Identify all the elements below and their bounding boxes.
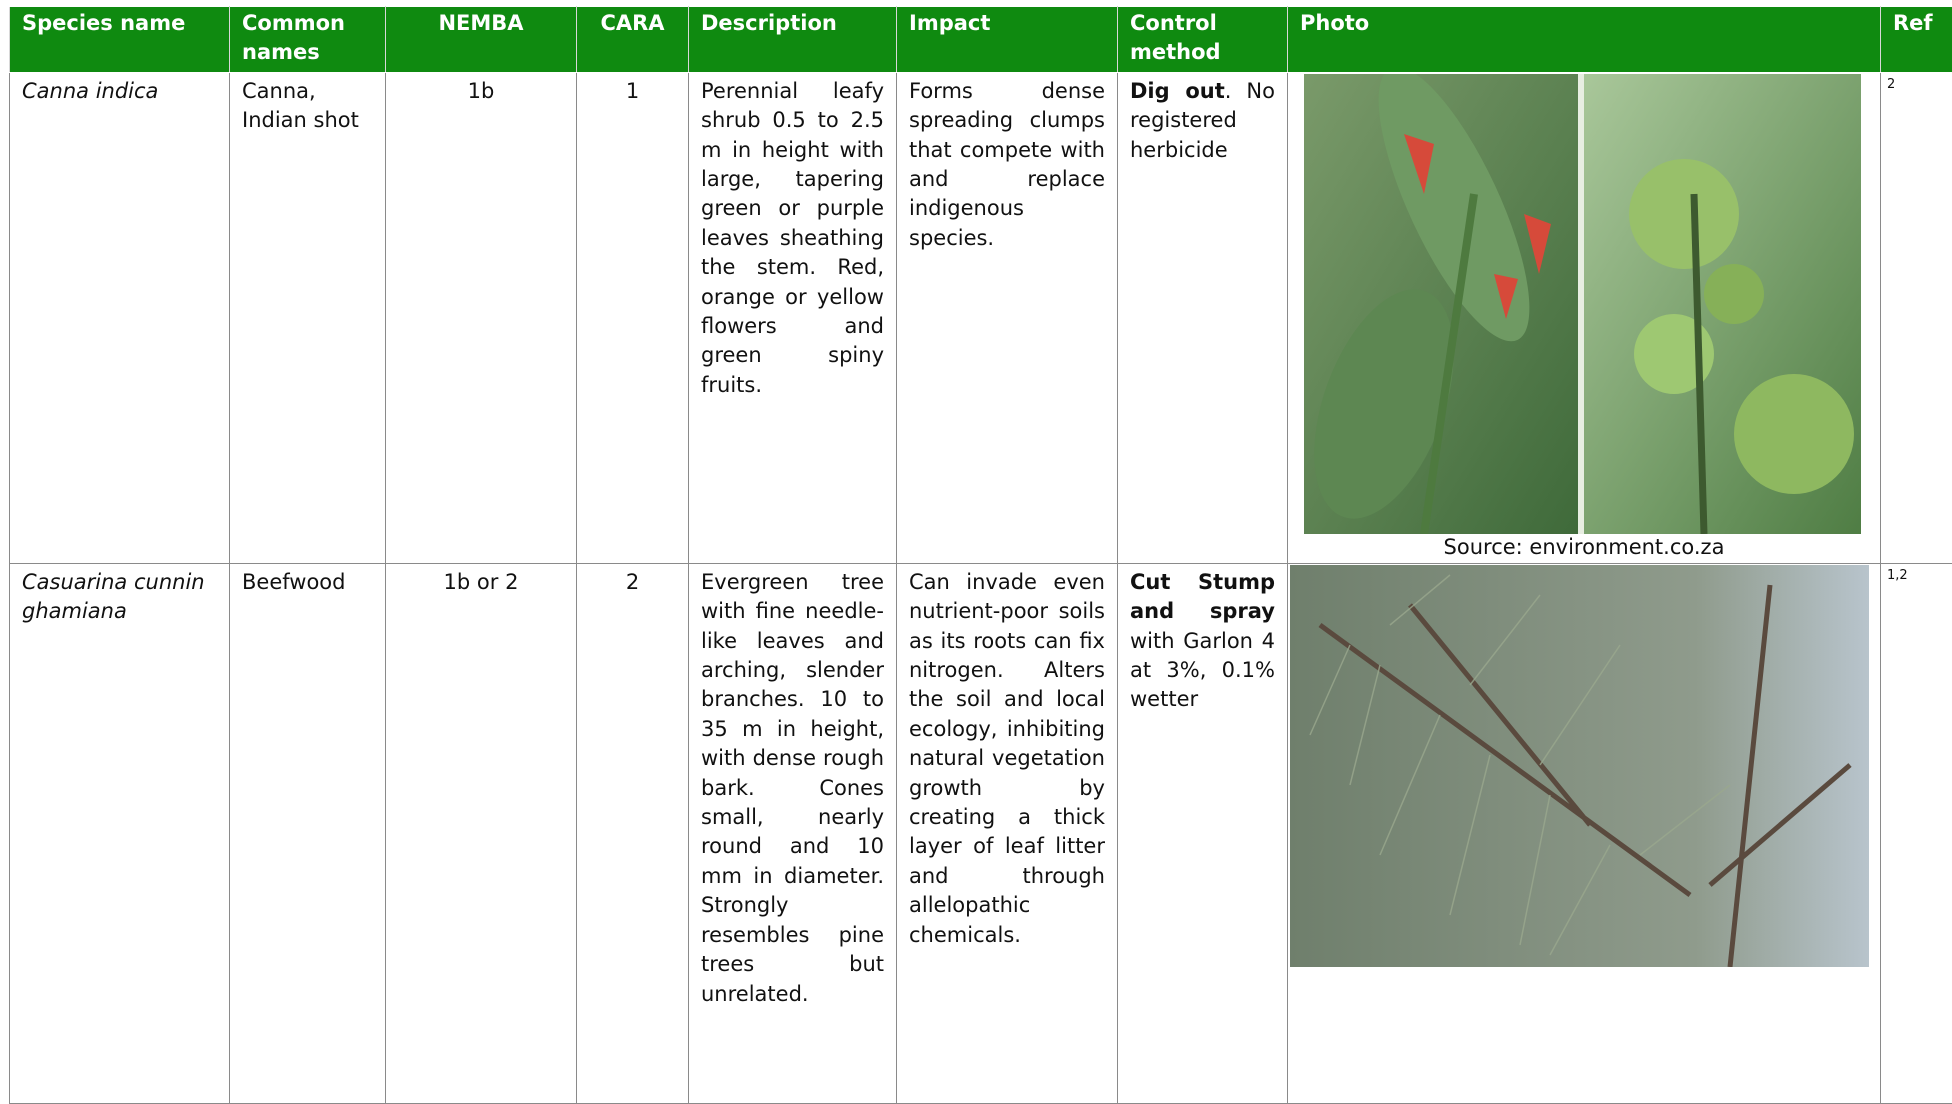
photo — [1290, 565, 1869, 967]
header-cell: Control method — [1118, 7, 1288, 73]
species: Casuarina cunninghamiana — [10, 563, 230, 1103]
photo — [1304, 74, 1861, 534]
page: Species name Common names NEMBA CARA Des… — [0, 6, 1952, 1093]
ref: 1,2 — [1881, 563, 1952, 1103]
header-cell: Photo — [1288, 7, 1881, 73]
control: Cut Stump and spray with Garlon 4 at 3%,… — [1118, 563, 1288, 1103]
header-cell: Ref — [1881, 7, 1952, 73]
species-table: Species name Common names NEMBA CARA Des… — [9, 6, 1952, 1104]
header-cell: Common names — [230, 7, 386, 73]
control-text: with Garlon 4 at 3%, 0.1% wetter — [1130, 629, 1275, 712]
control: Dig out. No registered herbicide — [1118, 72, 1288, 563]
cara: 1 — [577, 72, 689, 563]
common-names: Beefwood — [230, 563, 386, 1103]
header-cell: NEMBA — [386, 7, 577, 73]
header-cell: CARA — [577, 7, 689, 73]
description: Evergreen tree with fine needle-like lea… — [689, 563, 897, 1103]
photo-cell: Source: environment.co.za — [1288, 72, 1881, 563]
nemba: 1b or 2 — [386, 563, 577, 1103]
nemba: 1b — [386, 72, 577, 563]
cara: 2 — [577, 563, 689, 1103]
header-row: Species name Common names NEMBA CARA Des… — [10, 7, 1952, 73]
impact: Can invade even nutrient-poor soils as i… — [897, 563, 1118, 1103]
header-cell: Species name — [10, 7, 230, 73]
photo-caption: Source: environment.co.za — [1290, 534, 1878, 560]
header-cell: Description — [689, 7, 897, 73]
row: Casuarina cunninghamiana Beefwood 1b or … — [10, 563, 1952, 1103]
photo-cell — [1288, 563, 1881, 1103]
common-names: Canna, Indian shot — [230, 72, 386, 563]
row: Canna indica Canna, Indian shot 1b 1 Per… — [10, 72, 1952, 563]
species: Canna indica — [10, 72, 230, 563]
control-bold: Cut Stump and spray — [1130, 570, 1275, 623]
description: Perennial leafy shrub 0.5 to 2.5 m in he… — [689, 72, 897, 563]
impact: Forms dense spreading clumps that compet… — [897, 72, 1118, 563]
header-cell: Impact — [897, 7, 1118, 73]
ref: 2 — [1881, 72, 1952, 563]
control-bold: Dig out — [1130, 79, 1225, 103]
